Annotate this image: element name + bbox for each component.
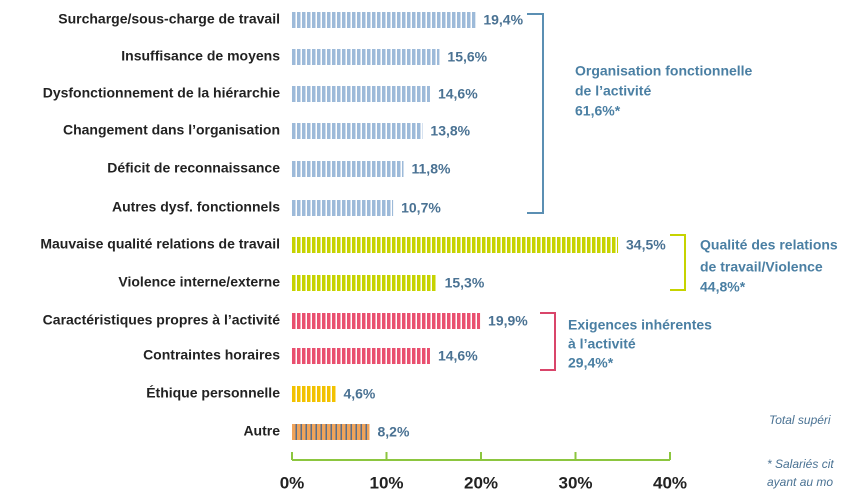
category-label: Caractéristiques propres à l’activité xyxy=(43,312,281,328)
category-label: Éthique personnelle xyxy=(146,385,280,401)
category-label: Déficit de reconnaissance xyxy=(107,160,280,176)
x-tick-label: 40% xyxy=(653,473,687,492)
group-label: à l’activité xyxy=(568,336,636,352)
group-label: de l’activité xyxy=(575,83,651,99)
value-label: 34,5% xyxy=(626,237,666,253)
value-label: 13,8% xyxy=(430,123,470,139)
value-label: 8,2% xyxy=(377,424,409,440)
category-label: Autre xyxy=(243,423,280,439)
bar xyxy=(292,12,476,28)
x-tick-label: 20% xyxy=(464,473,498,492)
bar xyxy=(292,275,437,291)
value-label: 14,6% xyxy=(438,348,478,364)
x-tick-label: 0% xyxy=(280,473,305,492)
category-label: Dysfonctionnement de la hiérarchie xyxy=(43,85,280,101)
group-label: 44,8%* xyxy=(700,279,746,295)
footnote: ayant au mo xyxy=(767,475,833,489)
category-label: Contraintes horaires xyxy=(143,347,280,363)
group-label: 61,6%* xyxy=(575,103,621,119)
category-label: Mauvaise qualité relations de travail xyxy=(40,236,280,252)
group-label: 29,4%* xyxy=(568,355,614,371)
group-label: Qualité des relations xyxy=(700,237,838,253)
value-label: 15,3% xyxy=(445,275,485,291)
bar xyxy=(292,237,619,253)
bar xyxy=(292,123,423,139)
category-label: Insuffisance de moyens xyxy=(121,48,280,64)
bar xyxy=(292,200,394,216)
category-label: Changement dans l’organisation xyxy=(63,122,280,138)
group-bracket xyxy=(540,312,556,371)
x-tick-label: 10% xyxy=(369,473,403,492)
value-label: 10,7% xyxy=(401,200,441,216)
group-label: Organisation fonctionnelle xyxy=(575,63,753,79)
category-label: Autres dysf. fonctionnels xyxy=(112,199,280,215)
value-label: 11,8% xyxy=(412,161,451,177)
bar xyxy=(292,386,336,402)
bar xyxy=(292,49,440,65)
bar xyxy=(292,86,430,102)
value-label: 19,4% xyxy=(483,12,523,28)
value-label: 15,6% xyxy=(447,49,487,65)
value-label: 14,6% xyxy=(438,86,478,102)
value-label: 19,9% xyxy=(488,313,528,329)
bar xyxy=(292,313,481,329)
bar xyxy=(292,424,370,440)
bar xyxy=(292,161,404,177)
x-tick-label: 30% xyxy=(558,473,592,492)
footnote: * Salariés cit xyxy=(767,457,834,471)
footnote: Total supéri xyxy=(769,413,831,427)
group-bracket xyxy=(670,234,686,291)
group-label: de travail/Violence xyxy=(700,259,823,275)
value-label: 4,6% xyxy=(343,386,375,402)
group-bracket xyxy=(527,13,544,214)
bar xyxy=(292,348,430,364)
category-label: Violence interne/externe xyxy=(118,274,280,290)
group-label: Exigences inhérentes xyxy=(568,317,712,333)
category-label: Surcharge/sous-charge de travail xyxy=(58,11,280,27)
